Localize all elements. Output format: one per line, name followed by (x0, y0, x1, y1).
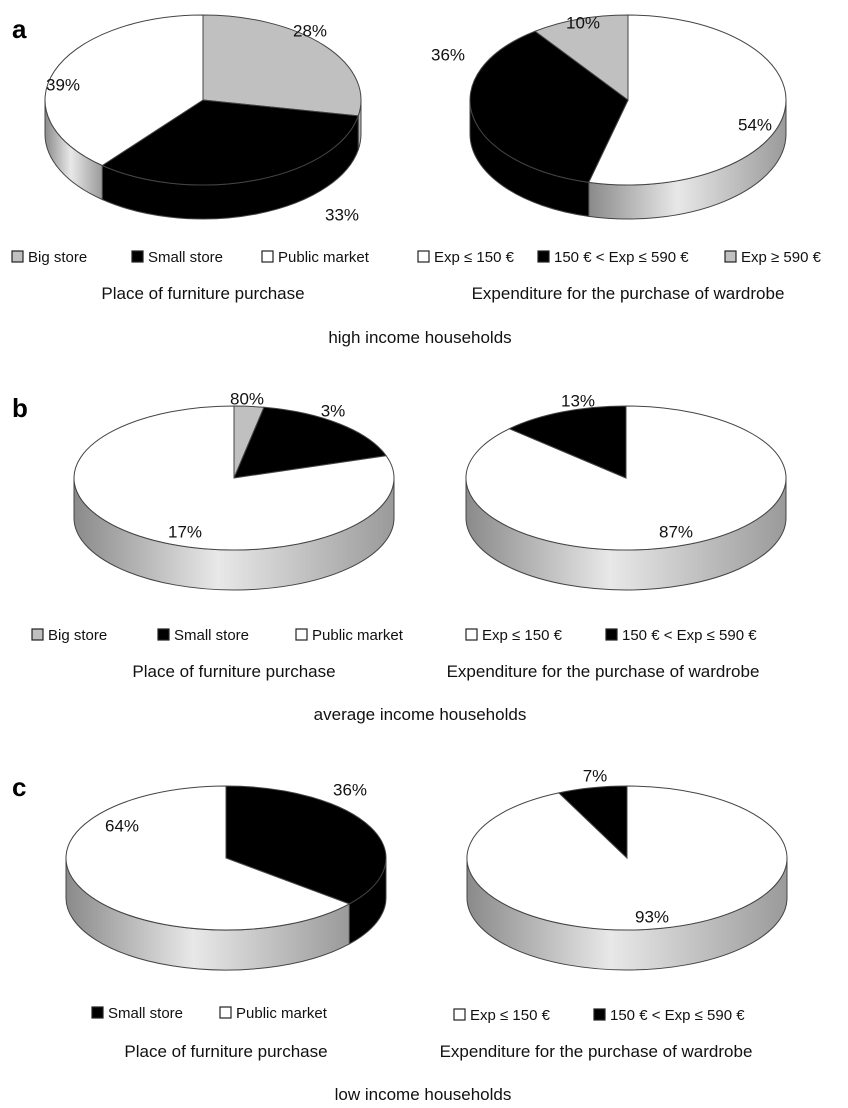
legend-label-small-store: Small store (174, 627, 249, 644)
legend-label-exp-le-150-eur: Exp ≤ 150 € (434, 249, 515, 266)
legend-swatch-big-store (31, 628, 44, 641)
legend-label-150-eur-lt-exp-le-590-eur: 150 € < Exp ≤ 590 € (622, 627, 757, 644)
pie-1: 28% 33% 39% (44, 14, 362, 224)
chart-title-wardrobe-high: Expenditure for the purchase of wardrobe (472, 284, 785, 303)
data-label-150-eur-lt-exp-le-590-eur: 7% (583, 766, 608, 785)
data-label-exp-le-150-eur: 54% (738, 115, 772, 134)
data-label-exp-le-150-eur: 87% (659, 522, 693, 541)
pie-3: 3% 17% 80% (73, 389, 395, 591)
legend-swatch-public-market (261, 250, 274, 263)
legend-4: Exp ≤ 150 € 150 € < Exp ≤ 590 € (465, 627, 757, 644)
legend-swatch-public-market (219, 1006, 232, 1019)
data-label-exp-le-150-eur: 93% (635, 907, 669, 926)
legend-label-public-market: Public market (278, 249, 370, 266)
legend-5: Small store Public market (91, 1005, 328, 1022)
group-caption-low: low income households (335, 1085, 512, 1104)
legend-label-exp-ge-590-eur: Exp ≥ 590 € (741, 249, 822, 266)
chart-title-place-high: Place of furniture purchase (101, 284, 304, 303)
legend-swatch-150-eur-lt-exp-le-590-eur (537, 250, 550, 263)
legend-swatch-small-store (157, 628, 170, 641)
legend-swatch-exp-ge-590-eur (724, 250, 737, 263)
chart-title-wardrobe-low: Expenditure for the purchase of wardrobe (440, 1042, 753, 1061)
group-caption-high: high income households (328, 328, 511, 347)
legend-label-small-store: Small store (108, 1005, 183, 1022)
group-caption-average: average income households (314, 705, 527, 724)
legend-swatch-150-eur-lt-exp-le-590-eur (593, 1008, 606, 1021)
slice-150-eur-lt-exp-le-590-eur (469, 30, 629, 183)
legend-label-150-eur-lt-exp-le-590-eur: 150 € < Exp ≤ 590 € (554, 249, 689, 266)
slice-150-eur-lt-exp-le-590-eur (508, 405, 627, 479)
slice-public-market (44, 14, 204, 167)
legend-swatch-small-store (91, 1006, 104, 1019)
slice-exp-ge-590-eur (534, 14, 629, 101)
slice-150-eur-lt-exp-le-590-eur (557, 785, 628, 860)
legend-2: Exp ≤ 150 € 150 € < Exp ≤ 590 € Exp ≥ 590 … (417, 249, 822, 266)
legend-label-public-market: Public market (236, 1005, 328, 1022)
pie-4: 87% 13% (465, 391, 787, 591)
data-label-150-eur-lt-exp-le-590-eur: 36% (431, 45, 465, 64)
slice-public-market (73, 405, 395, 551)
slice-small-store (225, 785, 387, 905)
pie-6: 93% 7% (466, 766, 788, 971)
panel-letter-b: b (12, 393, 28, 423)
slice-public-market (65, 785, 351, 931)
pie-5: 36% 64% (65, 780, 387, 971)
panel-letter-a: a (12, 14, 27, 44)
data-label-public-market: 39% (46, 75, 80, 94)
legend-3: Big store Small store Public market (31, 627, 404, 644)
panel-letter-c: c (12, 772, 26, 802)
legend-swatch-exp-le-150-eur (453, 1008, 466, 1021)
legend-6: Exp ≤ 150 € 150 € < Exp ≤ 590 € (453, 1007, 745, 1024)
legend-swatch-public-market (295, 628, 308, 641)
slice-small-store (101, 99, 359, 186)
pie-2: 54% 36% 10% (431, 13, 787, 220)
legend-swatch-exp-le-150-eur (465, 628, 478, 641)
data-label-public-market: 80% (230, 389, 264, 408)
slice-big-store (202, 14, 362, 117)
data-label-big-store: 28% (293, 21, 327, 40)
data-label-big-store: 3% (321, 401, 346, 420)
legend-swatch-150-eur-lt-exp-le-590-eur (605, 628, 618, 641)
chart-title-place-average: Place of furniture purchase (132, 662, 335, 681)
data-label-small-store: 17% (168, 522, 202, 541)
legend-label-big-store: Big store (28, 249, 87, 266)
legend-label-small-store: Small store (148, 249, 223, 266)
legend-swatch-exp-le-150-eur (417, 250, 430, 263)
legend-label-big-store: Big store (48, 627, 107, 644)
chart-title-wardrobe-average: Expenditure for the purchase of wardrobe (447, 662, 760, 681)
legend-swatch-big-store (11, 250, 24, 263)
data-label-150-eur-lt-exp-le-590-eur: 13% (561, 391, 595, 410)
chart-title-place-low: Place of furniture purchase (124, 1042, 327, 1061)
slice-small-store (233, 406, 388, 479)
legend-1: Big store Small store Public market (11, 249, 370, 266)
slice-exp-le-150-eur (587, 14, 787, 186)
legend-swatch-small-store (131, 250, 144, 263)
data-label-small-store: 33% (325, 205, 359, 224)
data-label-exp-ge-590-eur: 10% (566, 13, 600, 32)
data-label-public-market: 64% (105, 816, 139, 835)
legend-label-exp-le-150-eur: Exp ≤ 150 € (470, 1007, 551, 1024)
legend-label-exp-le-150-eur: Exp ≤ 150 € (482, 627, 563, 644)
legend-label-150-eur-lt-exp-le-590-eur: 150 € < Exp ≤ 590 € (610, 1007, 745, 1024)
legend-label-public-market: Public market (312, 627, 404, 644)
data-label-small-store: 36% (333, 780, 367, 799)
